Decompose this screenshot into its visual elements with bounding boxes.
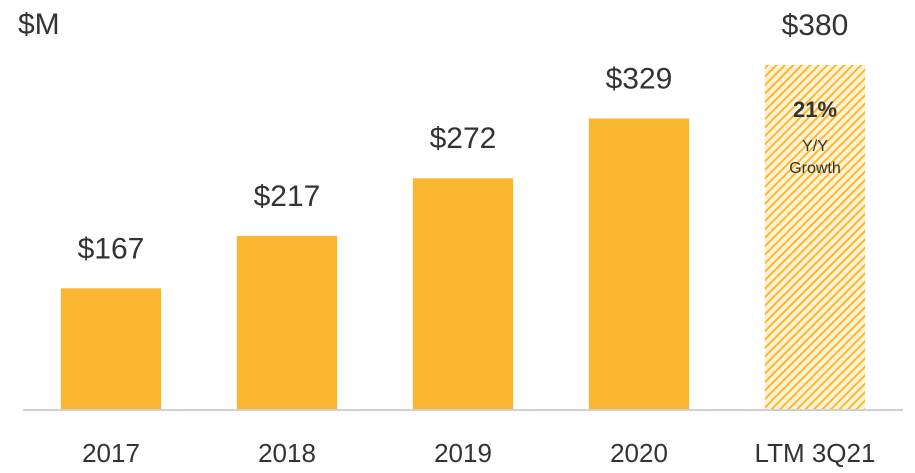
- value-label: $380: [782, 9, 849, 42]
- x-tick-label: 2019: [434, 438, 492, 468]
- value-label: $272: [430, 122, 497, 155]
- bar: [412, 178, 514, 410]
- annotation-headline: 21%: [793, 97, 837, 122]
- value-label: $167: [78, 232, 145, 265]
- annotation-text: Growth: [789, 160, 841, 177]
- x-tick-label: LTM 3Q21: [755, 438, 876, 468]
- y-axis-label: $M: [18, 8, 60, 41]
- value-label: $329: [606, 62, 673, 95]
- bar: [60, 288, 162, 410]
- x-tick-label: 2018: [258, 438, 316, 468]
- annotation-text: Y/Y: [802, 138, 828, 155]
- value-label: $217: [254, 180, 321, 213]
- bar: [764, 64, 866, 410]
- bar: [588, 118, 690, 411]
- bar: [236, 235, 338, 410]
- x-tick-label: 2020: [610, 438, 668, 468]
- x-tick-label: 2017: [82, 438, 140, 468]
